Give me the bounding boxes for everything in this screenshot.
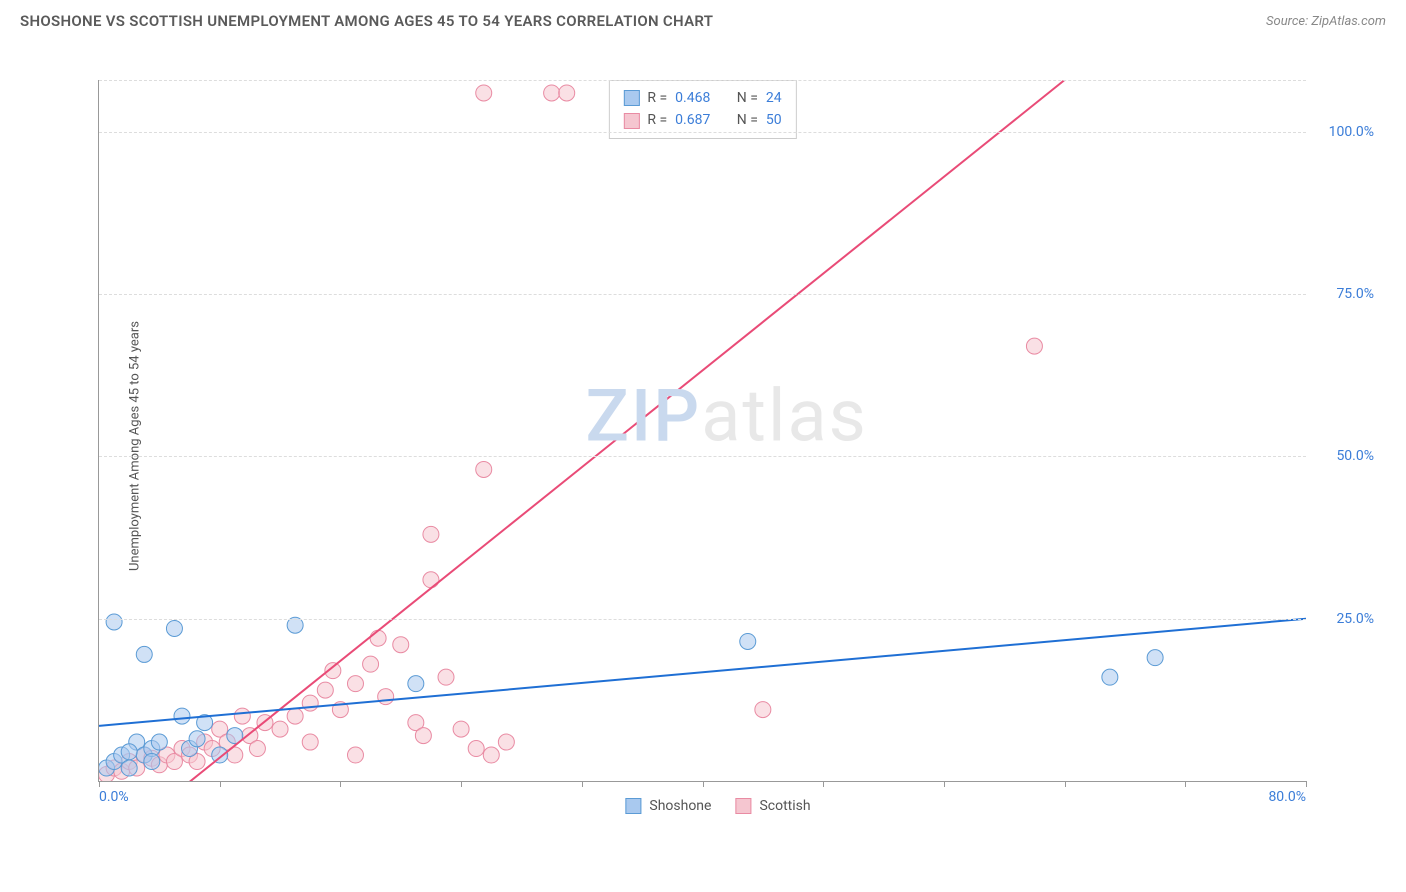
data-point <box>740 633 756 649</box>
data-point <box>483 747 499 763</box>
data-point <box>234 708 250 724</box>
data-point <box>144 754 160 770</box>
grid-line <box>99 619 1306 620</box>
data-point <box>423 572 439 588</box>
data-point <box>1102 669 1118 685</box>
data-point <box>347 676 363 692</box>
data-point <box>121 760 137 776</box>
data-point <box>476 85 492 101</box>
chart-header: SHOSHONE VS SCOTTISH UNEMPLOYMENT AMONG … <box>0 0 1406 38</box>
legend-swatch <box>623 113 639 129</box>
data-point <box>393 637 409 653</box>
data-point <box>468 741 484 757</box>
grid-line <box>99 80 1306 81</box>
legend-r-value: 0.468 <box>675 87 710 109</box>
data-point <box>317 682 333 698</box>
legend-n-value: 50 <box>766 109 782 131</box>
data-point <box>212 747 228 763</box>
legend-n-label: N = <box>737 87 758 109</box>
y-tick-label: 75.0% <box>1336 286 1374 302</box>
x-axis-max-label: 80.0% <box>1268 789 1306 805</box>
data-point <box>378 689 394 705</box>
grid-line <box>99 132 1306 133</box>
data-point <box>415 728 431 744</box>
legend-r-value: 0.687 <box>675 109 710 131</box>
chart-container: ZIPatlas R = 0.468 N = 24 R = 0.687 N = … <box>50 40 1386 842</box>
data-point <box>453 721 469 737</box>
legend-n-value: 24 <box>766 87 782 109</box>
x-tick <box>340 781 341 787</box>
plot-area: ZIPatlas R = 0.468 N = 24 R = 0.687 N = … <box>98 80 1306 782</box>
x-tick <box>944 781 945 787</box>
data-point <box>272 721 288 737</box>
data-point <box>287 708 303 724</box>
data-point <box>1026 338 1042 354</box>
legend-n-label: N = <box>737 109 758 131</box>
data-point <box>189 731 205 747</box>
x-tick <box>823 781 824 787</box>
data-point <box>408 676 424 692</box>
data-point <box>755 702 771 718</box>
chart-source: Source: ZipAtlas.com <box>1266 14 1386 29</box>
legend-stat-row: R = 0.468 N = 24 <box>623 87 781 109</box>
data-point <box>302 695 318 711</box>
legend-swatch <box>735 798 751 814</box>
x-tick <box>582 781 583 787</box>
data-point <box>347 747 363 763</box>
data-point <box>174 708 190 724</box>
chart-svg <box>99 80 1306 781</box>
legend-series-item: Scottish <box>735 798 810 814</box>
data-point <box>136 646 152 662</box>
x-tick <box>703 781 704 787</box>
y-tick-label: 50.0% <box>1336 448 1374 464</box>
chart-title: SHOSHONE VS SCOTTISH UNEMPLOYMENT AMONG … <box>20 12 713 30</box>
trend-line <box>99 619 1306 726</box>
data-point <box>106 614 122 630</box>
x-axis-min-label: 0.0% <box>99 789 129 805</box>
trend-line <box>174 80 1064 794</box>
legend-series-label: Scottish <box>759 798 810 814</box>
legend-stats: R = 0.468 N = 24 R = 0.687 N = 50 <box>608 80 796 139</box>
data-point <box>559 85 575 101</box>
legend-stat-row: R = 0.687 N = 50 <box>623 109 781 131</box>
x-tick <box>1306 781 1307 787</box>
x-tick <box>220 781 221 787</box>
data-point <box>302 734 318 750</box>
data-point <box>363 656 379 672</box>
data-point <box>121 744 137 760</box>
y-tick-label: 25.0% <box>1336 611 1374 627</box>
legend-r-label: R = <box>647 109 667 131</box>
data-point <box>423 526 439 542</box>
data-point <box>438 669 454 685</box>
data-point <box>544 85 560 101</box>
data-point <box>476 461 492 477</box>
data-point <box>498 734 514 750</box>
data-point <box>166 620 182 636</box>
x-tick <box>1065 781 1066 787</box>
x-tick <box>99 781 100 787</box>
data-point <box>151 734 167 750</box>
x-tick <box>1185 781 1186 787</box>
legend-swatch <box>625 798 641 814</box>
grid-line <box>99 456 1306 457</box>
legend-r-label: R = <box>647 87 667 109</box>
grid-line <box>99 294 1306 295</box>
x-tick <box>461 781 462 787</box>
legend-series-item: Shoshone <box>625 798 711 814</box>
data-point <box>370 630 386 646</box>
legend-swatch <box>623 90 639 106</box>
data-point <box>1147 650 1163 666</box>
legend-series: Shoshone Scottish <box>625 798 810 814</box>
y-tick-label: 100.0% <box>1329 124 1374 140</box>
legend-series-label: Shoshone <box>649 798 711 814</box>
data-point <box>249 741 265 757</box>
